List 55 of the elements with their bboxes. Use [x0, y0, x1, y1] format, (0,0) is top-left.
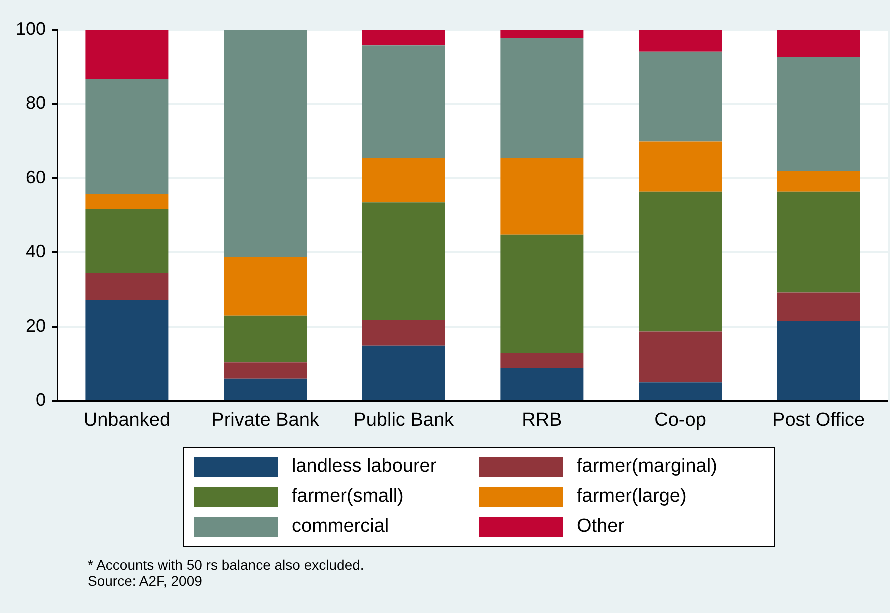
legend-label: farmer(marginal) — [577, 456, 718, 478]
legend-label: farmer(small) — [292, 486, 404, 508]
bar — [500, 353, 584, 368]
y-tick-label: 80 — [26, 93, 46, 114]
x-tick-label: Unbanked — [84, 410, 171, 431]
bar — [639, 52, 722, 142]
bar — [224, 316, 308, 363]
legend-label: commercial — [292, 516, 390, 538]
x-tick-label: RRB — [522, 410, 562, 431]
bar — [777, 321, 860, 400]
y-tick-label: 60 — [26, 167, 46, 188]
bar — [777, 57, 860, 172]
text: * Accounts with 50 rs balance also excluded. — [88, 557, 364, 573]
bar — [500, 158, 584, 235]
bar — [500, 30, 584, 38]
bar — [639, 142, 722, 192]
bar — [777, 192, 860, 293]
bar — [639, 30, 722, 52]
y-tick-label: 100 — [16, 18, 46, 39]
bar — [362, 202, 446, 320]
bar — [86, 209, 169, 274]
y-tick-label: 0 — [36, 390, 46, 410]
bar — [777, 292, 860, 322]
bar — [777, 171, 860, 192]
legend-label: farmer(large) — [577, 486, 687, 508]
legend-label: landless labourer — [292, 456, 437, 478]
bar — [86, 194, 169, 210]
bar — [362, 46, 446, 158]
legend-label: Other — [577, 516, 625, 538]
bar — [639, 332, 722, 383]
bar — [362, 320, 446, 346]
x-tick-label: Co-op — [654, 410, 706, 431]
bar — [86, 300, 169, 400]
source-note: Source: A2F, 2009 — [88, 573, 204, 589]
bar — [639, 192, 722, 332]
bar — [639, 382, 722, 400]
x-tick-label: Private Bank — [212, 410, 320, 431]
x-tick-label: Public Bank — [354, 410, 455, 431]
bar — [362, 30, 446, 46]
x-tick-label: Post Office — [772, 410, 866, 431]
bar — [500, 368, 584, 400]
y-tick-label: 20 — [26, 316, 46, 336]
bar — [86, 79, 169, 194]
bar — [362, 158, 446, 203]
bar — [362, 346, 446, 400]
y-tick-label: 40 — [26, 242, 46, 262]
bar — [224, 378, 308, 400]
bar — [224, 258, 308, 316]
bar — [500, 234, 584, 354]
bar — [86, 273, 169, 300]
bar — [224, 362, 308, 379]
bar — [86, 30, 169, 80]
bar — [500, 38, 584, 158]
bar — [777, 30, 860, 58]
bar — [224, 30, 308, 258]
